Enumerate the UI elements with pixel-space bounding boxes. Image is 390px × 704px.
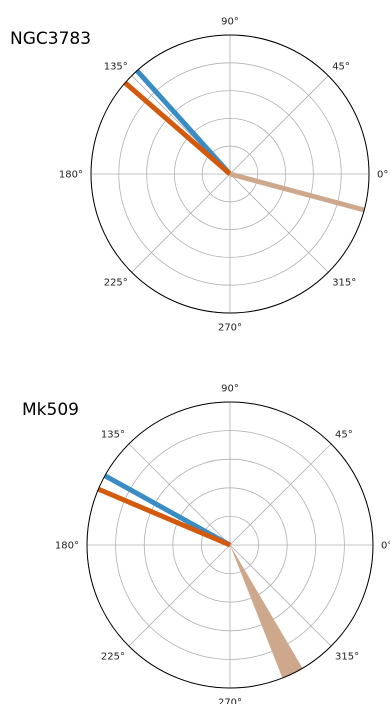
series-line (123, 80, 232, 176)
angle-tick-label: 315° (335, 652, 359, 663)
angle-tick-label: 45° (332, 61, 350, 72)
angle-tick-label: 225° (101, 652, 125, 663)
angular-grid-line (229, 75, 329, 175)
angle-tick-label: 270° (218, 323, 242, 334)
polar-outer-circle (86, 401, 374, 689)
angular-grid-line (128, 443, 231, 546)
angle-tick-label: 180° (59, 170, 83, 181)
series-line (97, 486, 231, 548)
angle-tick-label: 90° (221, 384, 239, 395)
angle-tick-label: 0° (381, 541, 390, 552)
angle-tick-label: 0° (377, 170, 388, 181)
angular-grid-line (229, 173, 329, 273)
angle-tick-label: 315° (332, 278, 356, 289)
angle-tick-label: 90° (221, 17, 239, 28)
angular-grid-line (131, 173, 231, 273)
series-wedge (230, 545, 303, 679)
angular-grid-line (128, 544, 231, 647)
chart-title: Mk509 (22, 400, 79, 420)
angle-tick-label: 225° (104, 278, 128, 289)
angular-grid-line (229, 443, 332, 546)
angle-tick-label: 135° (101, 429, 125, 440)
chart-title: NGC3783 (10, 29, 91, 49)
angular-grid-line (229, 544, 332, 647)
angle-tick-label: 270° (218, 698, 242, 704)
angle-tick-label: 45° (335, 429, 353, 440)
angle-tick-label: 180° (55, 541, 79, 552)
angle-tick-label: 135° (104, 61, 128, 72)
series-line (229, 171, 365, 213)
series-line (135, 69, 232, 176)
polar-outer-circle (90, 34, 370, 314)
